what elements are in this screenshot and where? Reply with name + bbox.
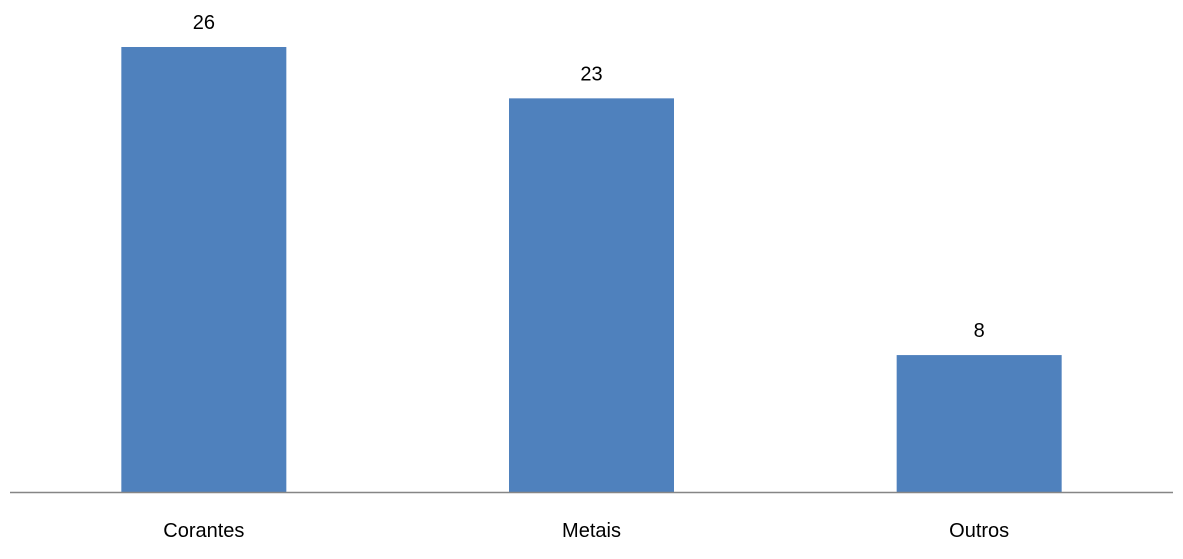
bar-outros (896, 355, 1062, 492)
x-tick-label-metais: Metais (562, 520, 621, 542)
data-label-corantes: 26 (193, 12, 215, 34)
data-label-outros: 8 (974, 320, 985, 342)
x-tick-label-outros: Outros (949, 520, 1009, 542)
x-tick-labels-group: Corantes Metais Outros (163, 520, 1009, 542)
data-labels-group: 26 23 8 (193, 12, 985, 342)
bar-corantes (121, 47, 287, 492)
bars-group (121, 47, 1062, 492)
bar-metais (509, 98, 674, 492)
x-tick-label-corantes: Corantes (163, 520, 244, 542)
data-label-metais: 23 (580, 63, 602, 85)
